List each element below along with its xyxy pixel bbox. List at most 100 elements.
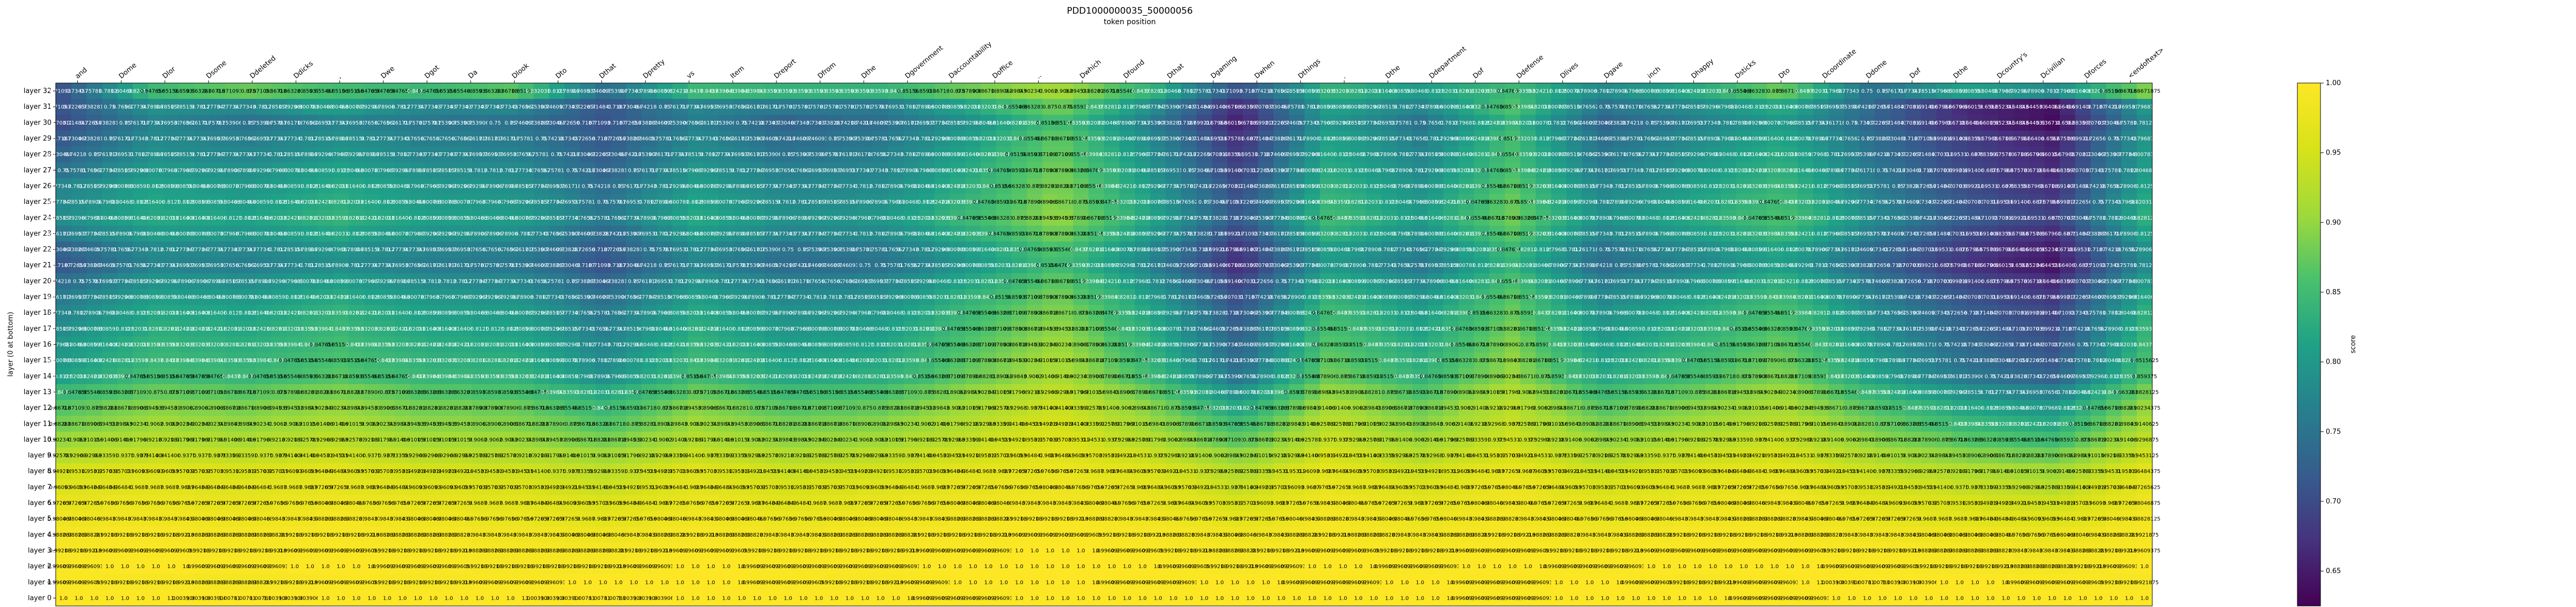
x-tick-label: Dlor: [161, 65, 178, 80]
cell-value-label: 0.8515625: [342, 89, 371, 95]
heatmap-cell: [1982, 83, 1999, 99]
cell-value-label: 0.7890625: [1576, 89, 1604, 95]
heatmap-cell: [1212, 83, 1228, 99]
heatmap-cell: [1196, 83, 1212, 99]
heatmap-cell: [1690, 83, 1706, 99]
heatmap-cell: [287, 83, 303, 99]
cell-value-label: 0.83984375: [1481, 89, 1513, 95]
heatmap-cell: [1119, 83, 1136, 99]
heatmap-cell: [503, 83, 519, 99]
x-tick-label: Dthe: [1384, 64, 1402, 80]
heatmap-cell: [56, 83, 71, 99]
y-tick-label: layer 7: [28, 483, 52, 491]
heatmap-cell: [487, 83, 503, 99]
heatmap-cell: [441, 83, 457, 99]
cell-value-label: 0.8359375: [1514, 89, 1542, 95]
cell-value-label: 0.86328125: [1743, 89, 1775, 95]
heatmap-cell: [980, 83, 997, 99]
x-tick-label: Dof: [1908, 67, 1923, 80]
cell-value-label: 0.796875: [2132, 105, 2157, 110]
cell-value-label: 0.84765625: [356, 89, 387, 95]
heatmap-cell: [1150, 83, 1166, 99]
heatmap-cell: [2044, 83, 2060, 99]
x-tick-label: Dlives: [1559, 61, 1580, 80]
heatmap-cell: [117, 83, 134, 99]
heatmap-cell: [1042, 83, 1058, 99]
heatmap-cell: [595, 83, 611, 99]
x-tick-label: Dforces: [2083, 58, 2108, 80]
cell-value-label: 0.90625: [1055, 89, 1076, 95]
cell-value-label: 0.71875: [1240, 89, 1261, 95]
x-tick-label: Dome: [118, 61, 138, 80]
cell-value-label: 0.8515625: [326, 89, 355, 95]
cell-value-label: 0.83203125: [1466, 89, 1497, 95]
heatmap-cell: [333, 83, 349, 99]
heatmap-cell: [364, 83, 380, 99]
x-tick-label: Ddome: [1865, 58, 1889, 80]
cell-value-label: 0.7578125: [80, 89, 108, 95]
x-axis-label: token position: [1103, 18, 1156, 26]
heatmap-cell: [1936, 83, 1953, 99]
cell-value-label: 0.828125: [1454, 89, 1479, 95]
heatmap-cell: [826, 83, 842, 99]
heatmap-cell: [1720, 83, 1736, 99]
cell-value-label: 0.7890625: [635, 89, 663, 95]
cell-value-label: 0.85546875: [1728, 89, 1760, 95]
heatmap-cell: [410, 83, 426, 99]
heatmap-cell: [1859, 83, 1875, 99]
cell-value-label: 0.83203125: [525, 89, 557, 95]
cell-value-label: 0.80859375: [1944, 89, 1975, 95]
cell-value-label: 0.80078125: [1635, 89, 1667, 95]
heatmap-cell: [1921, 83, 1937, 99]
cell-value-label: 0.82421875: [664, 89, 696, 95]
cell-value-label: 0.81640625: [2067, 89, 2099, 95]
heatmap-cell: [903, 83, 919, 99]
heatmap-cell: [1551, 83, 1567, 99]
cell-value-label: 0.7890625: [2130, 247, 2159, 253]
heatmap-cell: [425, 83, 442, 99]
cell-value-label: 0.8359375: [774, 89, 802, 95]
x-tick-label: Dthe: [1952, 64, 1970, 80]
heatmap-cell: [1027, 83, 1043, 99]
cell-value-label: 0.83984375: [726, 89, 758, 95]
heatmap-cell: [1181, 83, 1197, 99]
cell-value-label: 0.7890625: [558, 89, 586, 95]
heatmap-cell: [703, 83, 719, 99]
cell-value-label: 0.83203125: [1327, 89, 1358, 95]
cell-value-label: 0.8125: [1426, 89, 1445, 95]
y-tick-label: layer 15: [24, 357, 52, 365]
x-tick-labels: and Dome Dlor Dsome Ddeleted Ddicks, Dwe Dgot Da…: [74, 40, 2166, 83]
cell-value-label: 0.8203125: [2130, 200, 2159, 205]
cell-value-label: 0.80078125: [2129, 279, 2160, 284]
cell-value-label: 0.7578125: [1190, 89, 1219, 95]
heatmap-cell: [1058, 83, 1074, 99]
heatmap-cell: [1998, 83, 2014, 99]
chart-title: PDD1000000035_50000056: [1067, 6, 1193, 16]
heatmap-cell: [1967, 83, 1983, 99]
cell-value-label: 0.875: [1767, 89, 1782, 95]
cell-value-label: 0.78125: [1178, 89, 1200, 95]
heatmap-cell: [1489, 83, 1505, 99]
cell-value-label: 0.8359375: [759, 89, 787, 95]
heatmap-cell: [919, 83, 935, 99]
y-tick-label: layer 25: [24, 198, 52, 206]
heatmap-cell: [1505, 83, 1521, 99]
y-tick-label: layer 29: [24, 135, 52, 143]
heatmap-cell: [1797, 83, 1814, 99]
y-tick-label: layer 0: [28, 594, 52, 602]
heatmap-cell: [1289, 83, 1305, 99]
y-tick-label: layer 19: [24, 293, 52, 301]
heatmap-cell: [857, 83, 873, 99]
x-tick-label: Dreport: [773, 58, 798, 80]
y-tick-label: layer 13: [24, 388, 52, 396]
cell-value-label: 0.890625: [991, 89, 1017, 95]
heatmap-cell: [641, 83, 658, 99]
heatmap-cell: [256, 83, 272, 99]
y-tick-label: layer 30: [24, 119, 52, 127]
cell-value-label: 0.84765625: [417, 89, 449, 95]
heatmap-cell: [1875, 83, 1890, 99]
heatmap-cell: [965, 83, 981, 99]
heatmap-cell: [2075, 83, 2091, 99]
heatmap-cell: [749, 83, 765, 99]
cell-value-label: 0.90625: [1039, 89, 1061, 95]
